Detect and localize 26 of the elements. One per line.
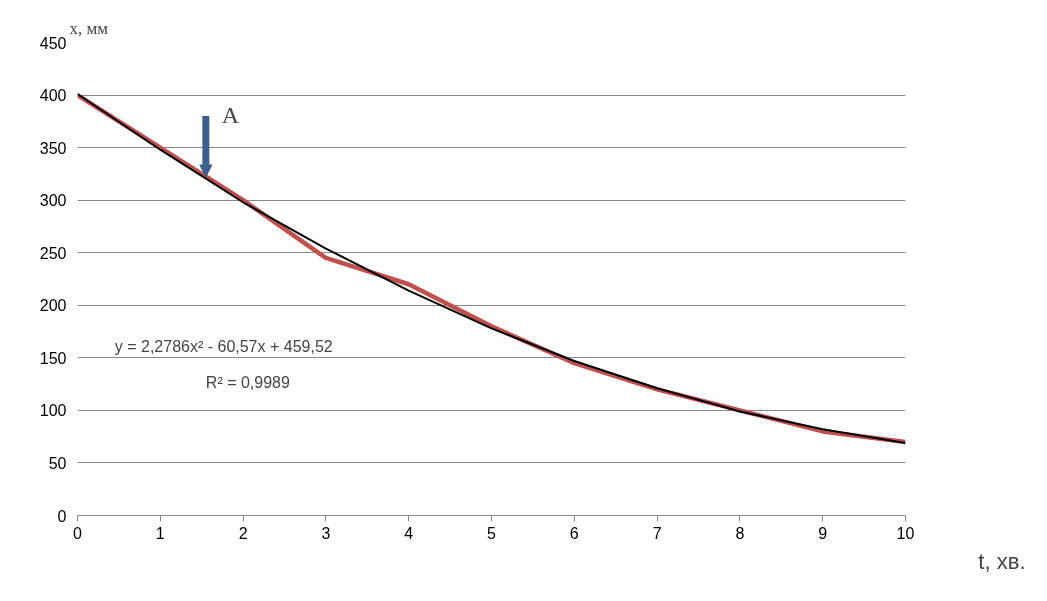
x-tick-label: 10 (896, 524, 915, 542)
x-tick-label: 7 (652, 524, 662, 542)
x-tick-label: 8 (735, 524, 745, 542)
y-tick-label: 350 (39, 139, 67, 157)
x-tick-label: 9 (818, 524, 828, 542)
x-tick-label: 5 (487, 524, 497, 542)
annotation: y = 2,2786x² - 60,57x + 459,52 (114, 337, 333, 355)
y-tick-label: 100 (39, 402, 67, 420)
x-tick-label: 6 (569, 524, 579, 542)
x-tick-label: 1 (155, 524, 165, 542)
y-axis-title: x, мм (69, 18, 109, 38)
x-tick-label: 0 (73, 524, 83, 542)
y-tick-label: 450 (39, 34, 67, 52)
y-tick-label: 400 (39, 87, 67, 105)
y-tick-label: 0 (57, 507, 67, 525)
y-tick-label: 300 (39, 192, 67, 210)
y-tick-label: 150 (39, 349, 67, 367)
annotation: A (221, 102, 240, 129)
y-tick-label: 50 (48, 454, 67, 472)
x-axis-title: t, хв. (978, 548, 1026, 574)
y-tick-label: 250 (39, 244, 67, 262)
x-tick-label: 4 (404, 524, 414, 542)
y-tick-label: 200 (39, 297, 67, 315)
annotation: R² = 0,9989 (205, 374, 290, 392)
x-tick-label: 3 (321, 524, 331, 542)
x-tick-label: 2 (238, 524, 248, 542)
